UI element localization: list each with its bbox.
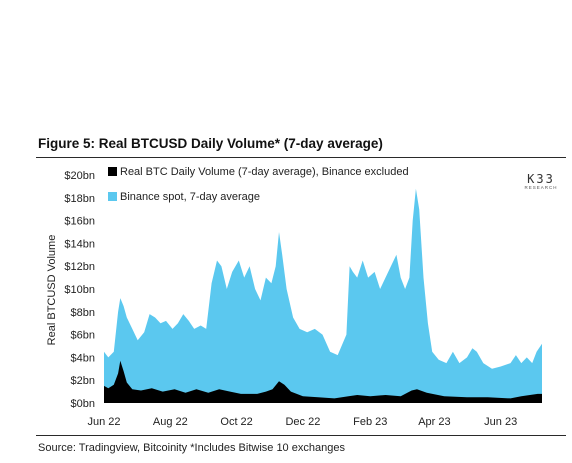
y-tick-label: $18bn [64, 193, 95, 205]
real-volume-area [104, 360, 542, 403]
y-tick-label: $16bn [64, 216, 95, 228]
y-tick-label: $14bn [64, 238, 95, 250]
source-note: Source: Tradingview, Bitcoinity *Include… [38, 442, 345, 454]
y-tick-label: $4bn [71, 352, 95, 364]
k33-research-logo: K33 RESEARCH [523, 173, 559, 191]
title-divider [36, 157, 566, 158]
x-tick-label: Jun 22 [87, 416, 120, 428]
y-tick-label: $6bn [71, 330, 95, 342]
y-tick-label: $12bn [64, 261, 95, 273]
x-tick-label: Oct 22 [220, 416, 252, 428]
legend-label-binance: Binance spot, 7-day average [120, 191, 260, 203]
x-tick-label: Dec 22 [285, 416, 320, 428]
y-tick-label: $20bn [64, 170, 95, 182]
x-tick-label: Aug 22 [153, 416, 188, 428]
y-tick-labels: $0bn $2bn $4bn $6bn $8bn $10bn $12bn $14bn $16bn… [64, 170, 95, 410]
y-tick-label: $10bn [64, 284, 95, 296]
y-axis-label-group: Real BTCUSD Volume [46, 235, 58, 346]
y-axis-label: Real BTCUSD Volume [46, 235, 58, 346]
logo-sub-text: RESEARCH [524, 185, 558, 190]
y-tick-label: $0bn [71, 398, 95, 410]
binance-spot-area [104, 188, 542, 403]
logo-main-text: K33 [527, 172, 555, 186]
x-tick-label: Jun 23 [484, 416, 517, 428]
x-tick-labels: Jun 22 Aug 22 Oct 22 Dec 22 Feb 23 Apr 23 Jun … [87, 416, 517, 428]
figure-title: Figure 5: Real BTCUSD Daily Volume* (7-d… [38, 136, 383, 151]
y-tick-label: $2bn [71, 375, 95, 387]
y-tick-label: $8bn [71, 307, 95, 319]
legend-label-real: Real BTC Daily Volume (7-day average), B… [120, 166, 409, 178]
legend-swatch-binance [108, 192, 117, 201]
binance-area-group [104, 188, 542, 403]
real-volume-area-group [104, 360, 542, 403]
source-divider [36, 435, 566, 436]
legend-swatch-real [108, 167, 117, 176]
x-tick-label: Feb 23 [353, 416, 387, 428]
legend: Real BTC Daily Volume (7-day average), B… [108, 166, 409, 203]
x-tick-label: Apr 23 [418, 416, 450, 428]
